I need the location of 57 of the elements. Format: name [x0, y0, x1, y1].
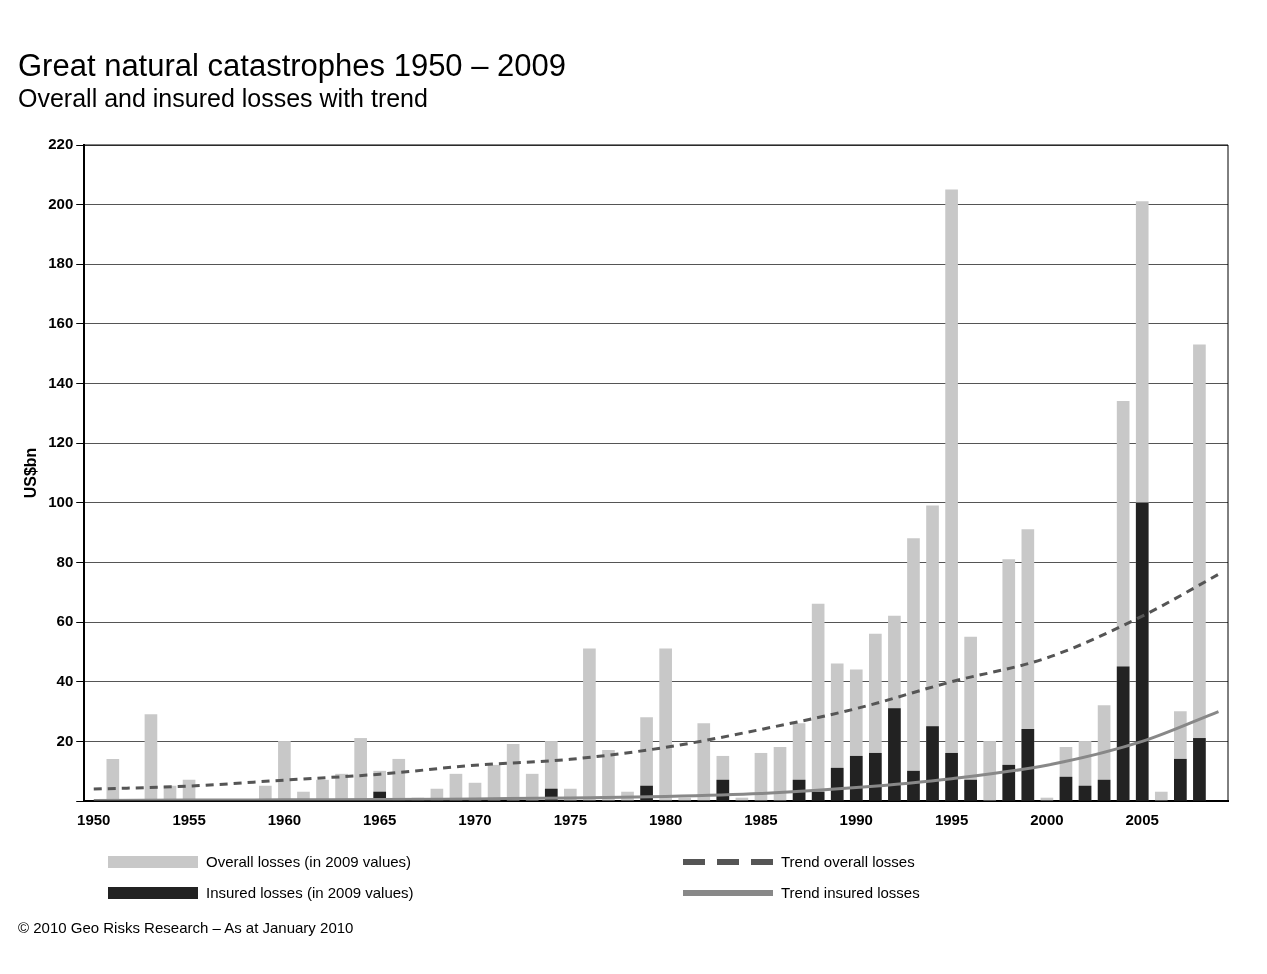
bar: [888, 708, 901, 801]
x-tick-label: 1960: [267, 811, 302, 829]
y-tick-label: 40: [56, 671, 74, 689]
y-tick-label: 120: [48, 433, 74, 451]
bar: [964, 779, 977, 801]
x-tick-label: 1970: [458, 811, 492, 829]
bar: [1097, 779, 1111, 801]
bar: [1021, 729, 1035, 801]
x-tick-label: 1985: [744, 811, 778, 829]
bar: [392, 758, 406, 801]
x-tick-label: 2005: [1125, 811, 1159, 829]
bar: [926, 726, 939, 801]
bar: [144, 714, 158, 801]
y-tick-label: 180: [48, 254, 74, 272]
bar: [354, 738, 367, 801]
bar: [659, 648, 672, 801]
y-tick-label: 60: [56, 612, 74, 630]
bar: [1154, 791, 1168, 801]
bar: [1002, 764, 1016, 801]
y-tick-label: 80: [56, 552, 74, 570]
x-tick-label: 1975: [553, 811, 588, 829]
legend-label: Overall losses (in 2009 values): [206, 853, 412, 870]
x-tick-label: 1950: [77, 811, 111, 829]
bar: [1116, 666, 1130, 801]
x-tick-label: 1980: [648, 811, 683, 829]
bar: [830, 767, 844, 801]
legend-label: Trend insured losses: [781, 884, 920, 901]
y-tick-label: 100: [48, 492, 74, 510]
bar: [278, 741, 291, 801]
bar: [945, 752, 958, 801]
chart-title: Great natural catastrophes 1950 – 2009: [18, 48, 568, 84]
bar: [1193, 738, 1206, 801]
bar: [106, 758, 120, 801]
x-tick-label: 1965: [363, 811, 397, 829]
bar: [1174, 758, 1187, 801]
bar: [1135, 502, 1149, 801]
bar: [869, 752, 882, 801]
x-tick-label: 1995: [934, 811, 969, 829]
y-tick-label: 200: [48, 194, 74, 212]
bar: [583, 648, 596, 801]
text: © 2010 Geo Risks Research – As at January 2010: [18, 919, 355, 936]
legend-label: Insured losses (in 2009 values): [206, 884, 414, 901]
line-series: [92, 710, 1220, 801]
y-axis-title: US$bn: [22, 447, 40, 499]
chart-subtitle: Overall and insured losses with trend: [18, 84, 429, 113]
y-tick-label: 160: [48, 314, 74, 332]
legend-label: Trend overall losses: [781, 853, 915, 870]
x-tick-label: 1955: [172, 811, 206, 829]
y-tick-label: 220: [48, 135, 74, 153]
y-tick-label: 140: [48, 373, 74, 391]
bar: [849, 755, 863, 801]
x-tick-label: 2000: [1030, 811, 1064, 829]
x-tick-label: 1990: [839, 811, 873, 829]
bar: [1059, 776, 1073, 801]
y-tick-label: 20: [56, 731, 74, 749]
bar: [983, 741, 997, 801]
bar: [697, 723, 711, 801]
